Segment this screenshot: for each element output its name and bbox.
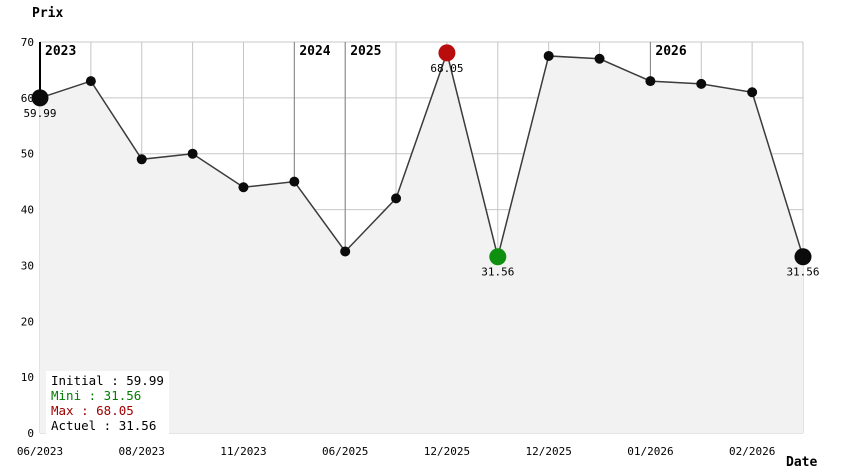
x-axis-title: Date [786,455,818,470]
legend-item-initial: Initial : 59.99 [51,373,164,388]
x-tick-label: 12/2025 [424,445,470,458]
data-point [187,148,198,159]
data-point [289,176,300,187]
marker-label-mini: 31.56 [481,266,514,279]
data-point [747,87,758,98]
x-tick-label: 06/2023 [17,445,63,458]
x-tick-label: 06/2025 [322,445,368,458]
y-axis-title: Prix [32,6,64,21]
x-tick-label: 12/2025 [525,445,571,458]
price-line [39,50,804,257]
data-point [340,246,351,257]
year-label: 2023 [45,44,76,59]
y-tick-label: 10 [21,371,34,384]
x-tick-label: 02/2026 [729,445,775,458]
year-label: 2025 [350,44,381,59]
x-tick-label: 11/2023 [220,445,266,458]
data-point [136,154,147,165]
marker-dot-mini [489,248,507,266]
data-point [594,53,605,64]
data-point [543,50,554,61]
x-tick-label: 08/2023 [119,445,165,458]
year-label: 2024 [299,44,330,59]
legend-item-actuel: Actuel : 31.56 [51,418,157,433]
data-point [696,78,707,89]
y-tick-label: 30 [21,259,34,272]
legend: Initial : 59.99 Mini : 31.56 Max : 68.05… [46,371,169,435]
marker-dot-actuel [794,248,812,266]
y-tick-label: 20 [21,315,34,328]
data-point [391,193,402,204]
y-tick-label: 70 [21,36,34,49]
marker-dot-initial [31,89,49,107]
year-label: 2026 [655,44,686,59]
y-tick-label: 0 [27,427,34,440]
marker-dot-max [438,44,456,62]
data-point [85,76,96,87]
y-tick-label: 60 [21,92,34,105]
data-point [645,76,656,87]
marker-label-actuel: 31.56 [786,266,819,279]
legend-item-mini: Mini : 31.56 [51,388,142,403]
y-tick-label: 40 [21,204,34,217]
marker-label-initial: 59.99 [23,107,56,120]
area-fill [40,52,803,433]
x-tick-label: 01/2026 [627,445,673,458]
y-tick-label: 50 [21,148,34,161]
legend-item-max: Max : 68.05 [51,403,134,418]
marker-label-max: 68.05 [430,62,463,75]
data-point [238,182,249,193]
